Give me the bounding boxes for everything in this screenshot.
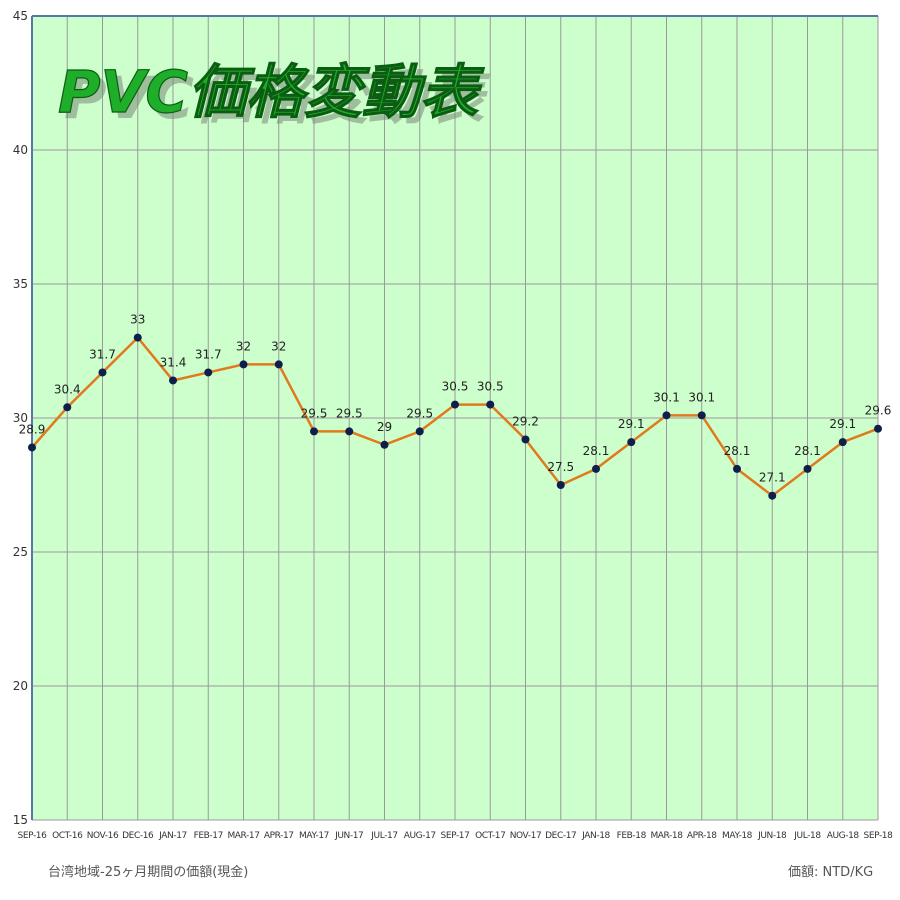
data-label: 27.1: [759, 471, 786, 485]
grid: [31, 15, 879, 821]
data-label: 29.6: [865, 404, 892, 418]
footer-right-unit: 価額: NTD/KG: [788, 865, 873, 880]
data-point: [204, 368, 213, 377]
data-point: [274, 360, 283, 369]
x-tick-labels: SEP-16 OCT-16 NOV-16 DEC-16 JAN-17 FEB-17 MAR-…: [18, 831, 894, 841]
data-label: 31.7: [89, 347, 116, 361]
x-tick-label: SEP-18: [864, 831, 894, 841]
x-tick-label: NOV-17: [510, 831, 542, 841]
x-tick-label: OCT-16: [52, 831, 83, 841]
data-point: [451, 400, 459, 409]
data-label: 31.7: [195, 347, 222, 361]
x-tick-label: MAY-18: [722, 831, 753, 841]
x-tick-label: FEB-18: [617, 831, 647, 841]
data-label: 28.9: [19, 422, 46, 436]
x-tick-label: MAY-17: [299, 831, 329, 841]
data-point: [486, 400, 495, 409]
x-tick-label: JUL-18: [793, 831, 821, 841]
x-tick-label: JAN-18: [581, 831, 610, 841]
data-point: [239, 360, 248, 369]
y-tick-labels: 15 20 25 30 35 40 45: [13, 9, 28, 827]
data-point: [345, 427, 354, 436]
data-label: 28.1: [583, 444, 610, 458]
data-point: [733, 464, 741, 473]
data-label: 30.4: [54, 382, 81, 396]
data-point: [28, 443, 36, 452]
data-point: [838, 438, 847, 447]
series-markers: [28, 333, 882, 500]
y-tick-label: 35: [13, 277, 28, 291]
data-point: [98, 368, 107, 377]
data-label: 27.5: [547, 460, 574, 474]
x-tick-label: JUN-18: [757, 831, 787, 841]
x-tick-label: AUG-18: [827, 831, 860, 841]
data-label: 29.2: [512, 414, 539, 428]
y-tick-label: 20: [13, 679, 28, 693]
data-label: 30.1: [688, 390, 715, 404]
data-label: 30.5: [477, 380, 504, 394]
y-tick-label: 25: [13, 545, 28, 559]
x-tick-label: MAR-17: [227, 831, 259, 841]
x-tick-label: APR-18: [687, 831, 717, 841]
x-tick-label: JUN-17: [334, 831, 363, 841]
data-point: [521, 435, 530, 444]
data-label: 30.5: [442, 380, 469, 394]
x-tick-label: NOV-16: [87, 831, 119, 841]
x-tick-label: DEC-16: [122, 831, 154, 841]
y-tick-label: 15: [13, 813, 28, 827]
x-tick-label: SEP-17: [441, 831, 470, 841]
data-point: [380, 440, 389, 449]
x-tick-label: DEC-17: [545, 831, 576, 841]
x-tick-label: AUG-17: [404, 831, 436, 841]
data-point: [803, 464, 812, 473]
data-point: [63, 403, 72, 412]
data-point: [874, 424, 882, 433]
chart-title: PVC価格変動表: [58, 58, 485, 126]
data-label: 32: [236, 339, 251, 353]
data-point: [556, 481, 565, 489]
data-label: 29.5: [301, 406, 328, 420]
x-tick-label: OCT-17: [475, 831, 505, 841]
data-point: [133, 333, 142, 342]
y-tick-label: 40: [13, 143, 28, 157]
data-point: [169, 376, 177, 385]
data-point: [627, 438, 636, 447]
data-point: [592, 464, 600, 473]
data-label: 28.1: [794, 444, 821, 458]
data-point: [697, 411, 706, 420]
data-point: [768, 491, 777, 500]
data-label: 29.5: [406, 406, 433, 420]
data-label: 30.1: [653, 390, 680, 404]
data-label: 29.1: [618, 417, 645, 431]
x-tick-label: MAR-18: [650, 831, 683, 841]
x-tick-label: APR-17: [264, 831, 294, 841]
data-label: 33: [130, 313, 145, 327]
footer-left-note: 台湾地域-25ヶ月期間の価額(現金): [48, 864, 248, 880]
data-label: 29: [377, 420, 392, 434]
y-tick-label: 45: [13, 9, 28, 23]
x-tick-label: SEP-16: [18, 831, 48, 841]
data-point: [310, 427, 318, 436]
data-label: 32: [271, 339, 286, 353]
data-label: 31.4: [160, 355, 187, 369]
data-point: [662, 411, 671, 420]
data-point: [415, 427, 424, 436]
chart-title-shadow: PVC価格変動表: [64, 64, 491, 132]
data-label: 28.1: [724, 444, 751, 458]
x-tick-label: JUL-17: [370, 831, 397, 841]
x-tick-label: JAN-17: [158, 831, 187, 841]
x-tick-label: FEB-17: [194, 831, 223, 841]
data-label: 29.1: [829, 417, 856, 431]
y-tick-label: 30: [13, 411, 28, 425]
data-labels: 28.9 30.4 31.7 33 31.4 31.7 32 32 29.5 29.5 29 29.5…: [19, 313, 892, 485]
data-label: 29.5: [336, 406, 363, 420]
